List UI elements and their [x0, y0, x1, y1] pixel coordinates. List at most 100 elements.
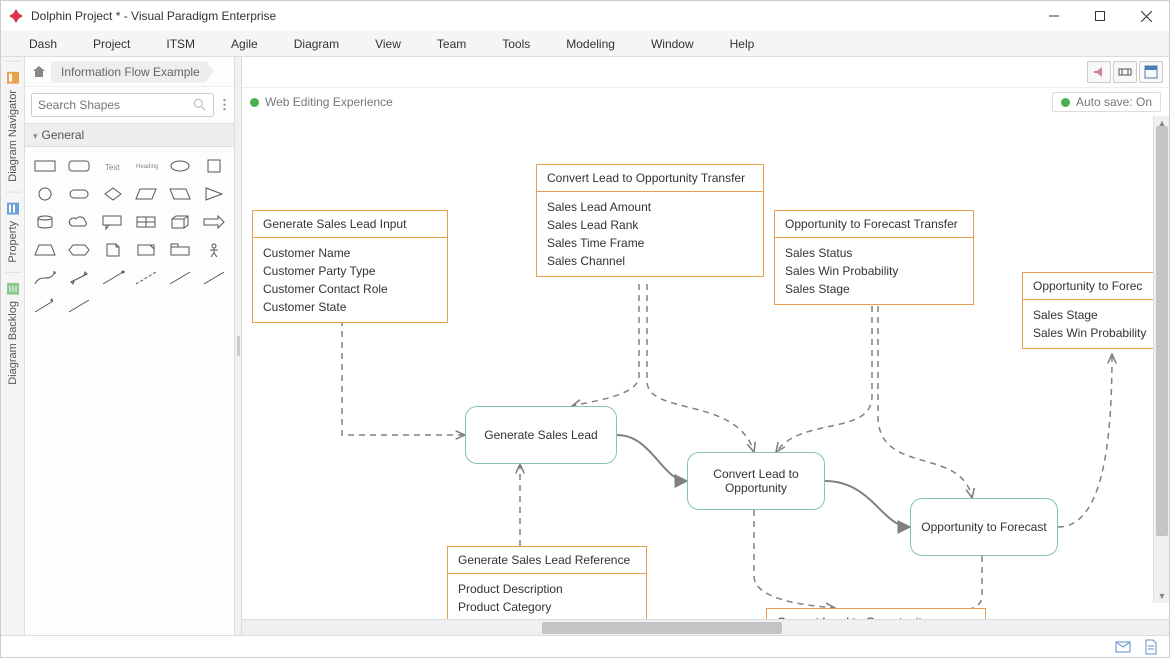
search-input[interactable] [38, 98, 193, 112]
property-icon [7, 203, 19, 215]
doc-icon[interactable] [1143, 639, 1159, 655]
shape-package[interactable] [164, 237, 196, 263]
shape-triangle[interactable] [198, 181, 230, 207]
shape-text[interactable]: Text [97, 153, 129, 179]
status-left-text: Web Editing Experience [265, 95, 393, 109]
autosave-text: Auto save: On [1076, 95, 1152, 109]
shape-line2[interactable] [198, 265, 230, 291]
side-tab-backlog[interactable]: Diagram Backlog [5, 272, 21, 395]
horizontal-scrollbar[interactable] [242, 619, 1169, 635]
shape-dashed[interactable] [131, 265, 163, 291]
minimize-button[interactable] [1039, 1, 1069, 31]
shape-ellipse[interactable] [164, 153, 196, 179]
menu-modeling[interactable]: Modeling [548, 33, 633, 55]
menu-window[interactable]: Window [633, 33, 712, 55]
search-shapes-box[interactable] [31, 93, 214, 117]
menu-diagram[interactable]: Diagram [276, 33, 357, 55]
svg-text:Heading: Heading [136, 164, 158, 170]
shape-rounded[interactable] [63, 153, 95, 179]
mail-icon[interactable] [1115, 639, 1131, 655]
shape-arrow[interactable] [198, 209, 230, 235]
navigator-icon [7, 72, 19, 84]
shape-square[interactable] [198, 153, 230, 179]
info-box[interactable]: Opportunity to ForecSales StageSales Win… [1022, 272, 1162, 349]
side-tab-property[interactable]: Property [5, 192, 21, 273]
shape-rect[interactable] [29, 153, 61, 179]
info-box[interactable]: Generate Sales Lead InputCustomer NameCu… [252, 210, 448, 323]
side-tab-navigator[interactable]: Diagram Navigator [5, 61, 21, 192]
shape-line[interactable] [164, 265, 196, 291]
shape-bidir[interactable] [63, 265, 95, 291]
shape-parallelogram2[interactable] [164, 181, 196, 207]
shape-hex[interactable] [63, 237, 95, 263]
side-tab-label: Diagram Navigator [7, 90, 19, 182]
info-box-title: Convert Lead to Opportunity Reference [767, 609, 985, 619]
info-box[interactable]: Opportunity to Forecast TransferSales St… [774, 210, 974, 305]
menu-project[interactable]: Project [75, 33, 148, 55]
breadcrumb-item[interactable]: Information Flow Example [51, 61, 214, 83]
shape-simple-line[interactable] [63, 293, 95, 319]
backlog-icon [7, 283, 19, 295]
info-box-body: Sales StatusSales Win ProbabilitySales S… [775, 238, 973, 304]
shape-arrowline[interactable] [29, 293, 61, 319]
shape-circle[interactable] [29, 181, 61, 207]
shape-roundrect2[interactable] [63, 181, 95, 207]
shape-trapezoid[interactable] [29, 237, 61, 263]
side-tab-strip: Diagram Navigator Property Diagram Backl… [1, 57, 25, 635]
info-box-title: Generate Sales Lead Input [253, 211, 447, 238]
shape-cylinder[interactable] [29, 209, 61, 235]
info-box-body: Sales StageSales Win Probability [1023, 300, 1161, 348]
menu-team[interactable]: Team [419, 33, 484, 55]
tool-announce-button[interactable] [1087, 61, 1111, 83]
menu-help[interactable]: Help [712, 33, 773, 55]
diagram-canvas[interactable]: Generate Sales Lead Convert Lead to Oppor… [242, 116, 1169, 619]
search-options-button[interactable]: ⋮ [218, 97, 231, 113]
shape-link[interactable] [97, 265, 129, 291]
shape-note[interactable] [131, 237, 163, 263]
window-title: Dolphin Project * - Visual Paradigm Ente… [31, 9, 1039, 23]
shape-curve[interactable] [29, 265, 61, 291]
info-box[interactable]: Convert Lead to Opportunity TransferSale… [536, 164, 764, 277]
status-dot-left [250, 98, 259, 107]
menu-dash[interactable]: Dash [11, 33, 75, 55]
info-box-title: Generate Sales Lead Reference [448, 547, 646, 574]
activity-node[interactable]: Convert Lead to Opportunity [687, 452, 825, 510]
menubar: Dash Project ITSM Agile Diagram View Tea… [1, 31, 1169, 57]
titlebar: Dolphin Project * - Visual Paradigm Ente… [1, 1, 1169, 31]
activity-node[interactable]: Generate Sales Lead [465, 406, 617, 464]
info-box[interactable]: Convert Lead to Opportunity Reference [766, 608, 986, 619]
app-icon [9, 9, 23, 23]
shape-diamond[interactable] [97, 181, 129, 207]
maximize-button[interactable] [1085, 1, 1115, 31]
shapes-panel: Information Flow Example ⋮ General Text … [25, 57, 235, 635]
shape-cloud[interactable] [63, 209, 95, 235]
vertical-scrollbar[interactable]: ▲ ▼ [1153, 116, 1169, 603]
shape-actor[interactable] [198, 237, 230, 263]
shape-cube[interactable] [164, 209, 196, 235]
tool-resource-button[interactable] [1113, 61, 1137, 83]
menu-tools[interactable]: Tools [484, 33, 548, 55]
search-icon [193, 98, 207, 112]
footer-bar [1, 635, 1169, 657]
tool-panel-button[interactable] [1139, 61, 1163, 83]
info-box-title: Convert Lead to Opportunity Transfer [537, 165, 763, 192]
shape-page[interactable] [97, 237, 129, 263]
shape-table[interactable] [131, 209, 163, 235]
menu-itsm[interactable]: ITSM [148, 33, 213, 55]
activity-node[interactable]: Opportunity to Forecast [910, 498, 1058, 556]
shape-palette: Text Heading [25, 147, 234, 325]
shape-callout[interactable] [97, 209, 129, 235]
shape-parallelogram[interactable] [131, 181, 163, 207]
shape-heading[interactable]: Heading [131, 153, 163, 179]
info-box[interactable]: Generate Sales Lead ReferenceProduct Des… [447, 546, 647, 619]
menu-view[interactable]: View [357, 33, 419, 55]
autosave-indicator[interactable]: Auto save: On [1052, 92, 1161, 112]
main-area: Web Editing Experience Auto save: On Gen… [242, 57, 1169, 635]
menu-agile[interactable]: Agile [213, 33, 276, 55]
svg-text:Text: Text [105, 163, 120, 172]
close-button[interactable] [1131, 1, 1161, 31]
palette-section-header[interactable]: General [25, 123, 234, 147]
splitter[interactable] [235, 57, 242, 635]
info-box-body: Product DescriptionProduct CategoryEmplo… [448, 574, 646, 619]
home-icon[interactable] [31, 64, 47, 80]
